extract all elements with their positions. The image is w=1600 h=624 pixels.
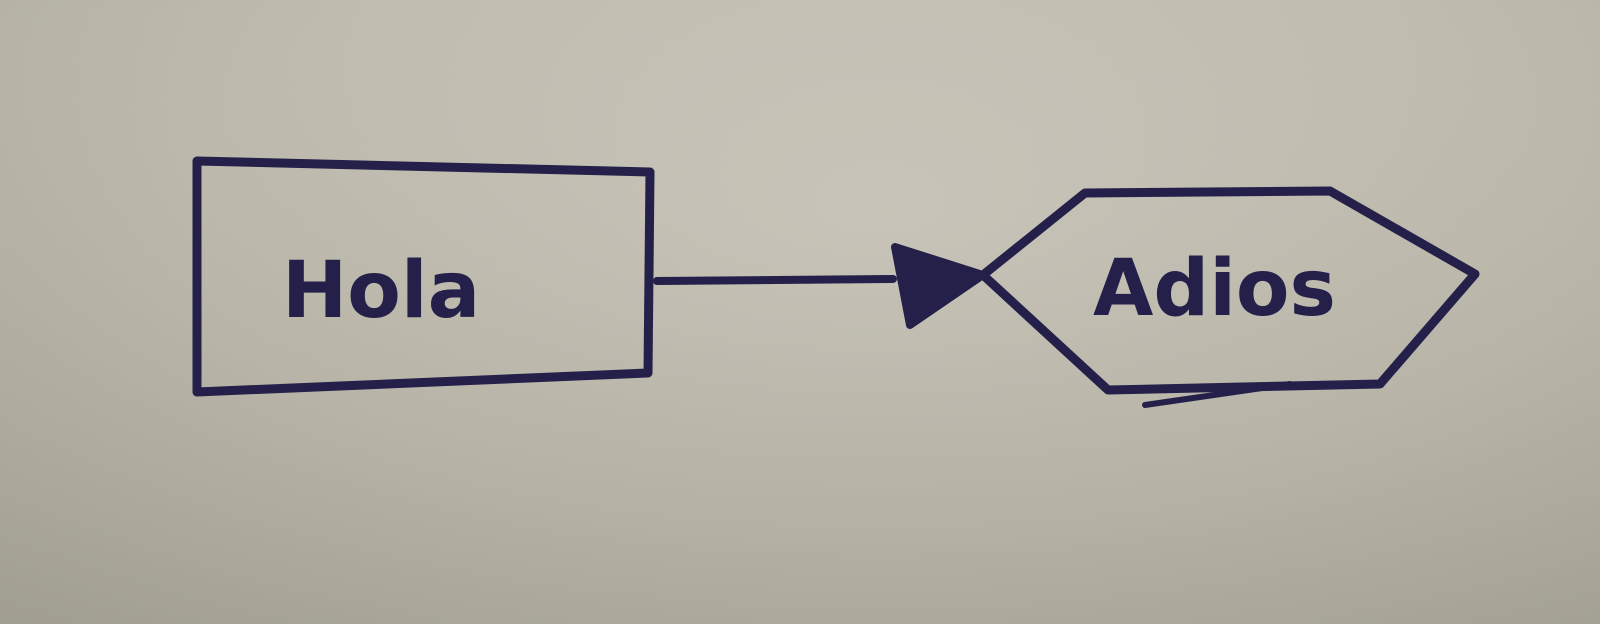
node-adios-double-stroke [1142, 381, 1293, 408]
edge-line [653, 275, 897, 285]
node-adios-label: Adios [1093, 244, 1336, 334]
node-hola: Hola [192, 156, 655, 397]
node-hola-rectangle [192, 156, 655, 397]
node-hola-label: Hola [282, 246, 480, 336]
node-adios-hexagon [978, 186, 1480, 395]
node-adios: Adios [978, 186, 1480, 408]
edge-hola-to-adios [653, 243, 987, 329]
arrowhead-icon [891, 243, 987, 329]
